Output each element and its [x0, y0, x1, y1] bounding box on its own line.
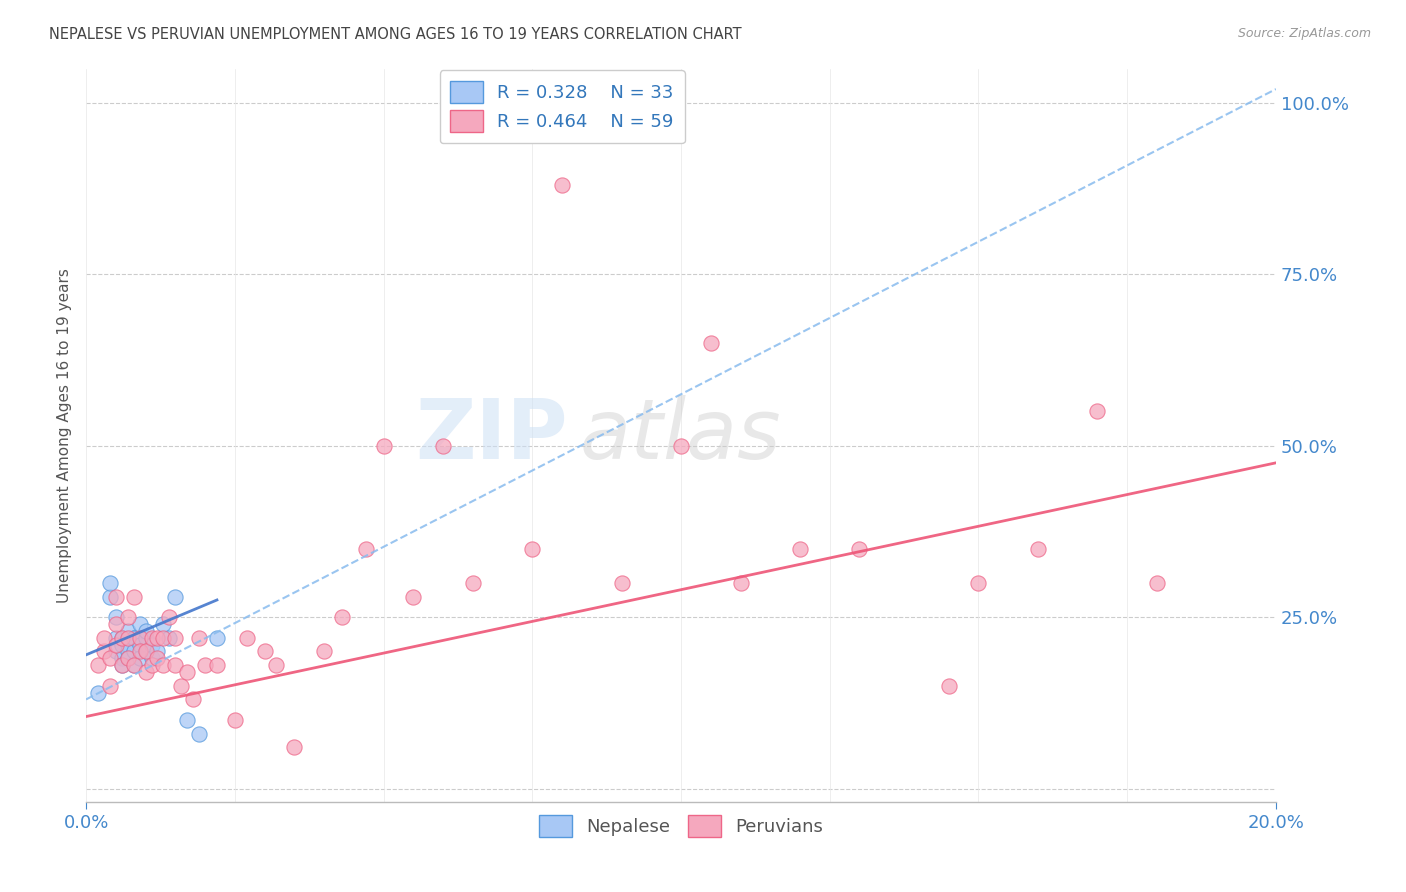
Point [111, 638, 134, 652]
Point [98, 679, 121, 693]
Point [128, 617, 150, 632]
Point [730, 575, 752, 590]
Point [669, 439, 692, 453]
Point [224, 713, 246, 727]
Point [87, 658, 110, 673]
Point [135, 644, 157, 658]
Point [165, 658, 187, 673]
Point [312, 644, 335, 658]
Point [176, 665, 198, 679]
Point [117, 651, 139, 665]
Point [135, 644, 157, 658]
Point [128, 638, 150, 652]
Point [141, 651, 163, 665]
Point [188, 727, 211, 741]
Point [402, 590, 425, 604]
Point [205, 631, 228, 645]
Point [135, 624, 157, 638]
Point [111, 631, 134, 645]
Point [135, 631, 157, 645]
Point [700, 335, 723, 350]
Point [188, 631, 211, 645]
Point [117, 651, 139, 665]
Point [789, 541, 811, 556]
Text: Source: ZipAtlas.com: Source: ZipAtlas.com [1237, 27, 1371, 40]
Point [141, 638, 163, 652]
Point [98, 575, 121, 590]
Point [111, 658, 134, 673]
Text: atlas: atlas [579, 395, 782, 476]
Point [128, 631, 150, 645]
Point [1087, 404, 1109, 418]
Point [152, 617, 174, 632]
Text: ZIP: ZIP [416, 395, 568, 476]
Point [93, 644, 115, 658]
Point [104, 631, 127, 645]
Point [117, 610, 139, 624]
Point [235, 631, 257, 645]
Point [330, 610, 353, 624]
Point [157, 631, 180, 645]
Point [111, 651, 134, 665]
Point [1146, 575, 1168, 590]
Point [122, 658, 145, 673]
Point [181, 692, 204, 706]
Y-axis label: Unemployment Among Ages 16 to 19 years: Unemployment Among Ages 16 to 19 years [58, 268, 72, 603]
Point [253, 644, 276, 658]
Point [122, 590, 145, 604]
Point [117, 644, 139, 658]
Point [146, 631, 169, 645]
Point [610, 575, 633, 590]
Point [176, 713, 198, 727]
Point [141, 658, 163, 673]
Point [165, 590, 187, 604]
Point [354, 541, 377, 556]
Point [938, 679, 960, 693]
Point [117, 631, 139, 645]
Legend: Nepalese, Peruvians: Nepalese, Peruvians [531, 808, 830, 845]
Point [104, 590, 127, 604]
Point [122, 631, 145, 645]
Point [128, 644, 150, 658]
Point [551, 178, 574, 193]
Point [461, 575, 484, 590]
Point [194, 658, 217, 673]
Point [152, 631, 174, 645]
Point [104, 638, 127, 652]
Point [104, 610, 127, 624]
Point [111, 631, 134, 645]
Point [122, 644, 145, 658]
Point [117, 624, 139, 638]
Point [104, 617, 127, 632]
Point [111, 658, 134, 673]
Point [122, 658, 145, 673]
Point [205, 658, 228, 673]
Point [170, 679, 193, 693]
Point [373, 439, 395, 453]
Point [98, 651, 121, 665]
Point [104, 644, 127, 658]
Point [522, 541, 544, 556]
Point [128, 651, 150, 665]
Point [432, 439, 454, 453]
Point [93, 631, 115, 645]
Point [165, 631, 187, 645]
Point [146, 644, 169, 658]
Point [848, 541, 870, 556]
Point [283, 740, 305, 755]
Text: NEPALESE VS PERUVIAN UNEMPLOYMENT AMONG AGES 16 TO 19 YEARS CORRELATION CHART: NEPALESE VS PERUVIAN UNEMPLOYMENT AMONG … [49, 27, 742, 42]
Point [146, 651, 169, 665]
Point [967, 575, 990, 590]
Point [98, 590, 121, 604]
Point [122, 631, 145, 645]
Point [117, 638, 139, 652]
Point [135, 665, 157, 679]
Point [266, 658, 288, 673]
Point [141, 631, 163, 645]
Point [1026, 541, 1049, 556]
Point [157, 610, 180, 624]
Point [152, 658, 174, 673]
Point [87, 685, 110, 699]
